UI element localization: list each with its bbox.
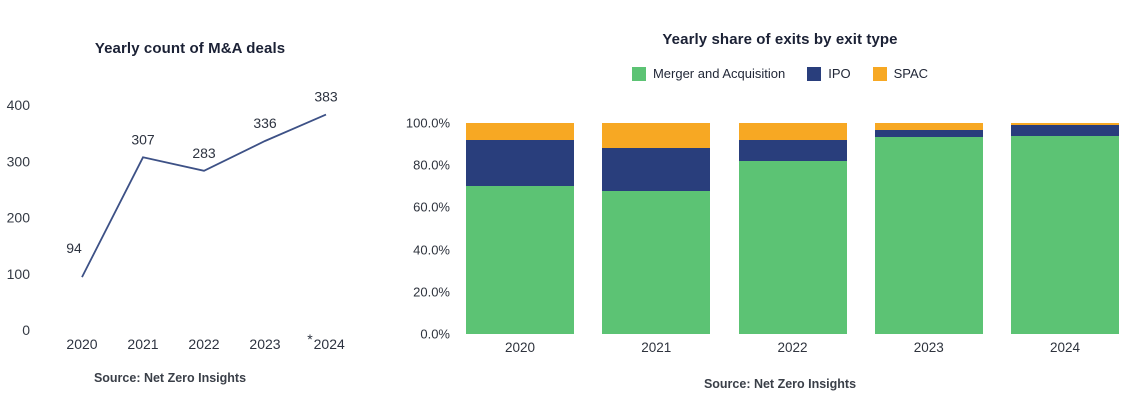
bar-segment [1011,135,1119,334]
bar-chart-yaxis: 100.0% 80.0% 60.0% 40.0% 20.0% 0.0% [380,116,460,342]
line-point-label: 336 [253,115,277,131]
bar-segment [1011,123,1119,126]
line-chart-source: Source: Net Zero Insights [93,371,247,385]
bar-segment [602,148,711,191]
legend-label: IPO [828,66,851,81]
bar-chart-ytick: 100.0% [405,115,450,131]
line-series [81,113,327,278]
bar-segment [874,136,983,334]
legend-item: IPO [807,66,851,81]
line-point-label: 94 [66,240,82,256]
stacked-bar [874,123,983,334]
line-chart-ytick: 0 [22,322,30,338]
bar-chart-plot: 2020 2021 2022 2023 2024 [466,123,1119,355]
bar-column: 2022 [738,123,847,355]
bar-segment [738,160,847,334]
legend-swatch-icon [872,66,887,81]
legend-item: Merger and Acquisition [631,66,786,81]
legend-item: SPAC [872,66,929,81]
bar-chart-xtick: 2023 [913,340,944,355]
bar-chart-ytick: 60.0% [413,199,450,215]
stacked-bar [738,123,847,334]
bar-segment [1011,125,1119,136]
line-point-label: 307 [131,131,155,147]
line-chart-xtick: 2021 [127,336,158,352]
bar-chart-ytick: 40.0% [413,242,450,258]
stacked-bar [602,123,711,334]
line-chart-xtick: 2022 [188,336,219,352]
line-chart-title: Yearly count of M&A deals [94,40,286,57]
stacked-bar [1011,123,1119,334]
bar-chart-source: Source: Net Zero Insights [703,377,857,391]
bar-segment [738,123,847,140]
legend-label: SPAC [893,66,929,81]
bar-column: 2020 [466,123,574,355]
line-point-label: 383 [314,89,338,105]
bar-chart-legend: Merger and Acquisition IPO SPAC [420,66,1140,81]
bar-column: 2024 [1011,123,1119,355]
bar-chart-xtick: 2024 [1049,340,1081,355]
bar-chart-ytick: 0.0% [420,326,450,342]
bar-chart-xtick: 2022 [777,340,808,355]
bar-segment [466,186,574,334]
line-point-label: 283 [192,145,216,161]
line-chart-ytick: 300 [7,153,31,169]
legend-swatch-icon [807,66,822,81]
bar-segment [466,139,574,187]
legend-swatch-icon [631,66,646,81]
stacked-bar [466,123,574,334]
bar-segment [602,123,711,149]
legend-label: Merger and Acquisition [652,66,786,81]
line-chart-xtick: 2023 [249,336,280,352]
line-chart-ytick: 100 [7,266,31,282]
bar-chart-ytick: 20.0% [413,284,450,300]
bar-segment [874,123,983,131]
bar-chart-xtick: 2021 [641,340,672,355]
bar-chart-xtick: 2020 [504,340,536,355]
bar-column: 2021 [602,123,711,355]
line-chart-xtick: 2020 [66,336,97,352]
bar-chart-title: Yearly share of exits by exit type [662,31,898,48]
line-chart-ytick: 400 [7,97,31,113]
bar-segment [602,190,711,334]
bar-segment [874,130,983,137]
bar-chart-ytick: 80.0% [413,157,450,173]
bar-segment [738,139,847,161]
bar-column: 2023 [874,123,983,355]
line-chart-xtick: *2024 [307,331,345,352]
line-chart: 400 300 200 100 0 94 307 283 336 383 2020 2021 2022 2… [7,89,345,352]
line-chart-ytick: 200 [7,210,31,226]
bar-segment [466,123,574,140]
